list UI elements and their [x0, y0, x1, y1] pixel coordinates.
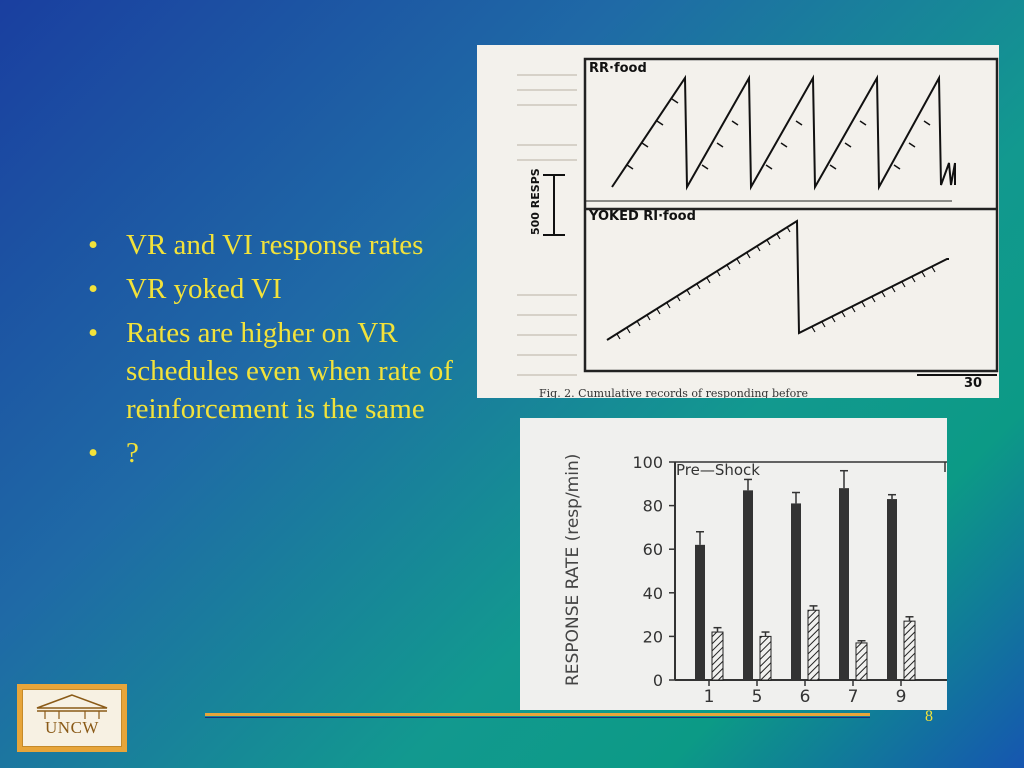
yoked-ri-food-label: YOKED RI·food — [588, 209, 696, 224]
bullet-text: VR and VI response rates — [126, 229, 424, 261]
bars-layer — [695, 469, 916, 681]
logo-text: UNCW — [45, 718, 99, 737]
y-tick-label: 100 — [632, 453, 663, 472]
y-tick-label: 60 — [643, 540, 663, 559]
scale-label: 500 RESPS — [529, 168, 542, 235]
cumulative-record-figure: RR·food YOKED RI·food 500 RESPS — [477, 45, 999, 400]
bar-solid — [743, 490, 753, 680]
x-tick-label: 9 — [896, 687, 907, 707]
rr-food-label: RR·food — [589, 61, 647, 76]
time-scale-label: 30 — [964, 376, 982, 391]
bar-solid — [695, 544, 705, 680]
x-tick-label: 1 — [704, 687, 715, 707]
bullet-text: ? — [126, 437, 139, 469]
figure-caption: Fig. 2. Cumulative records of responding… — [539, 387, 808, 398]
bullet-dot: • — [88, 317, 99, 349]
bullet-item: • VR and VI response rates — [88, 226, 468, 264]
y-axis-label: RESPONSE RATE (resp/min) — [563, 454, 583, 686]
response-rate-chart: RESPONSE RATE (resp/min) Pre—Shock 0 20 40… — [520, 418, 947, 710]
bullet-dot: • — [88, 273, 99, 305]
y-tick-label: 0 — [653, 671, 663, 690]
bar-hatched — [759, 635, 772, 681]
bar-hatched — [807, 609, 820, 681]
bullet-item: • VR yoked VI — [88, 270, 468, 308]
bar-solid — [887, 499, 897, 680]
footer-rule-navy — [205, 717, 870, 718]
bullet-text: Rates are higher on VR schedules even wh… — [126, 317, 453, 425]
rr-record-trace — [611, 74, 956, 191]
x-tick-label: 5 — [752, 687, 763, 707]
record-frame — [583, 57, 999, 373]
rr-reinforcer-ticks — [626, 98, 931, 170]
y-tick-label: 80 — [643, 497, 663, 516]
scale-bar — [543, 174, 565, 236]
bullet-item: •? — [88, 434, 468, 472]
bullet-dot: • — [88, 437, 99, 469]
uncw-logo: UNCW — [17, 684, 127, 752]
bullet-item: • Rates are higher on VR schedules even w… — [88, 314, 468, 428]
bar-hatched — [711, 631, 724, 681]
cumulative-record-svg: RR·food YOKED RI·food 500 RESPS — [517, 57, 999, 400]
x-tick-label: 6 — [800, 687, 811, 707]
yoked-reinforcer-ticks — [616, 226, 936, 340]
bar-solid — [839, 488, 849, 680]
bullet-list: • VR and VI response rates • VR yoked VI •… — [88, 226, 468, 478]
page-number: 8 — [925, 708, 933, 725]
bar-chart-svg: RESPONSE RATE (resp/min) Pre—Shock 0 20 40… — [563, 453, 947, 707]
bar-solid — [791, 503, 801, 680]
y-tick-label: 40 — [643, 584, 663, 603]
logo-building-icon — [36, 694, 108, 719]
bullet-dot: • — [88, 229, 99, 261]
axes-layer: 0 20 40 60 80 100 1 5 6 7 9 — [632, 453, 947, 707]
y-tick-label: 20 — [643, 627, 663, 646]
bar-hatched — [855, 642, 868, 681]
chart-title: Pre—Shock — [676, 461, 760, 479]
yoked-record-trace — [606, 219, 949, 341]
bullet-text: VR yoked VI — [126, 273, 282, 305]
background-text-lines — [517, 74, 577, 376]
x-tick-label: 7 — [848, 687, 859, 707]
footer-rule-orange — [205, 713, 870, 716]
logo-inner: UNCW — [22, 689, 122, 747]
bar-hatched — [903, 620, 916, 681]
